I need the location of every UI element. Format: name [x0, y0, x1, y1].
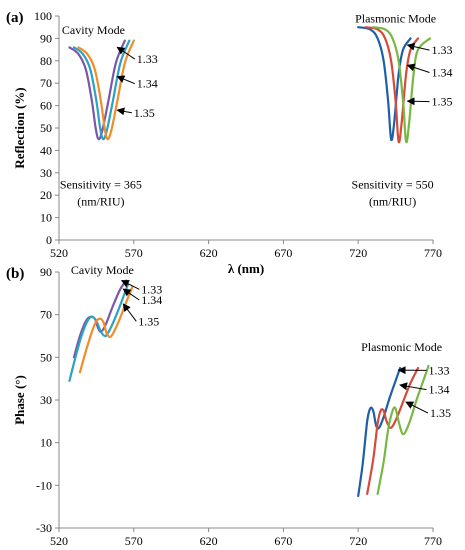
y-tick-label: 30: [40, 393, 52, 407]
y-tick-label: 80: [40, 54, 52, 68]
series-line-3: [78, 285, 134, 374]
series-line-2: [68, 283, 129, 382]
y-tick-label: 50: [40, 121, 52, 135]
annotation-label: 1.34: [429, 383, 450, 397]
annotation-label: 1.35: [138, 314, 159, 328]
series-line-6: [376, 364, 430, 495]
panel-label: (b): [6, 266, 24, 282]
x-tick-label: 720: [349, 246, 367, 260]
mode-label: Cavity Mode: [71, 263, 134, 277]
y-tick-label: 90: [40, 265, 52, 279]
x-tick-label: 520: [50, 246, 68, 260]
y-tick-label: -30: [36, 521, 52, 535]
y-tick-label: 20: [40, 188, 52, 202]
sensitivity-note-line: (nm/RIU): [77, 194, 124, 208]
annotation-label: 1.35: [134, 106, 155, 120]
annotation-label: 1.34: [432, 65, 453, 79]
y-tick-label: 50: [40, 350, 52, 364]
sensitivity-note-line: (nm/RIU): [369, 194, 416, 208]
y-tick-label: 70: [40, 308, 52, 322]
mode-label: Plasmonic Mode: [355, 12, 436, 26]
y-tick-label: 30: [40, 166, 52, 180]
annotation-arrow: [122, 288, 140, 301]
y-tick-label: 100: [34, 9, 52, 23]
annotation-arrow: [116, 107, 132, 116]
annotation-arrow: [399, 382, 427, 391]
y-tick-label: 0: [46, 233, 52, 247]
x-tick-label: 720: [349, 534, 367, 548]
x-tick-label: 520: [50, 534, 68, 548]
y-tick-label: 90: [40, 31, 52, 45]
series-line-3: [77, 39, 135, 141]
series-line-1: [68, 39, 126, 141]
annotation-arrow: [116, 75, 135, 85]
y-tick-label: 60: [40, 99, 52, 113]
mode-label: Plasmonic Mode: [361, 340, 442, 354]
x-tick-label: 570: [125, 534, 143, 548]
x-tick-label: 620: [200, 534, 218, 548]
annotation-arrow: [116, 46, 136, 60]
annotation-label: 1.33: [432, 43, 453, 57]
series-line-2: [72, 39, 131, 141]
x-tick-label: 770: [424, 246, 442, 260]
y-tick-label: 10: [40, 436, 52, 450]
annotation-label: 1.33: [141, 282, 162, 296]
annotation-label: 1.34: [141, 293, 162, 307]
x-tick-label: 670: [274, 246, 292, 260]
sensitivity-note: Sensitivity = 550 (nm/RIU): [352, 177, 434, 208]
series-line-6: [372, 26, 432, 144]
annotation-arrow: [122, 303, 137, 322]
chart-panel-2: -30 -10 10 30 50 70 90 520 570 620 670 720 770 λ (nm)…: [6, 263, 451, 550]
y-tick-label: 40: [40, 143, 52, 157]
annotation-label: 1.35: [430, 406, 451, 420]
series-line-4: [357, 366, 402, 498]
x-axis-label: λ (nm): [228, 261, 264, 276]
annotation-arrow: [405, 401, 429, 414]
sensitivity-note: Sensitivity = 365 (nm/RIU): [60, 177, 142, 208]
mode-label: Cavity Mode: [62, 23, 125, 37]
y-axis-label: Phase (°): [12, 375, 27, 425]
annotation-arrow: [406, 63, 430, 73]
annotation-arrow: [406, 42, 430, 51]
annotation-label: 1.35: [432, 95, 453, 109]
y-axis-label: Reflection (%): [12, 87, 27, 168]
annotation-label: 1.33: [429, 363, 450, 377]
sensitivity-note-line: Sensitivity = 550: [352, 177, 434, 191]
sensitivity-note-line: Sensitivity = 365: [60, 177, 142, 191]
x-tick-label: 670: [274, 534, 292, 548]
chart-panel-1: 0 10 20 30 40 50 60 70 80 90 100 520 570 620 670 720 770…: [6, 9, 453, 276]
series-line-5: [366, 366, 420, 495]
annotation-arrow: [120, 280, 140, 290]
annotation-label: 1.33: [137, 52, 158, 66]
y-tick-label: 10: [40, 211, 52, 225]
x-tick-label: 570: [125, 246, 143, 260]
x-tick-label: 770: [424, 534, 442, 548]
x-tick-label: 620: [200, 246, 218, 260]
series-line-5: [364, 26, 420, 144]
y-tick-label: 70: [40, 76, 52, 90]
panel-label: (a): [6, 10, 24, 26]
y-tick-label: -10: [36, 478, 52, 492]
annotation-label: 1.34: [137, 77, 158, 91]
series-line-4: [357, 26, 412, 142]
